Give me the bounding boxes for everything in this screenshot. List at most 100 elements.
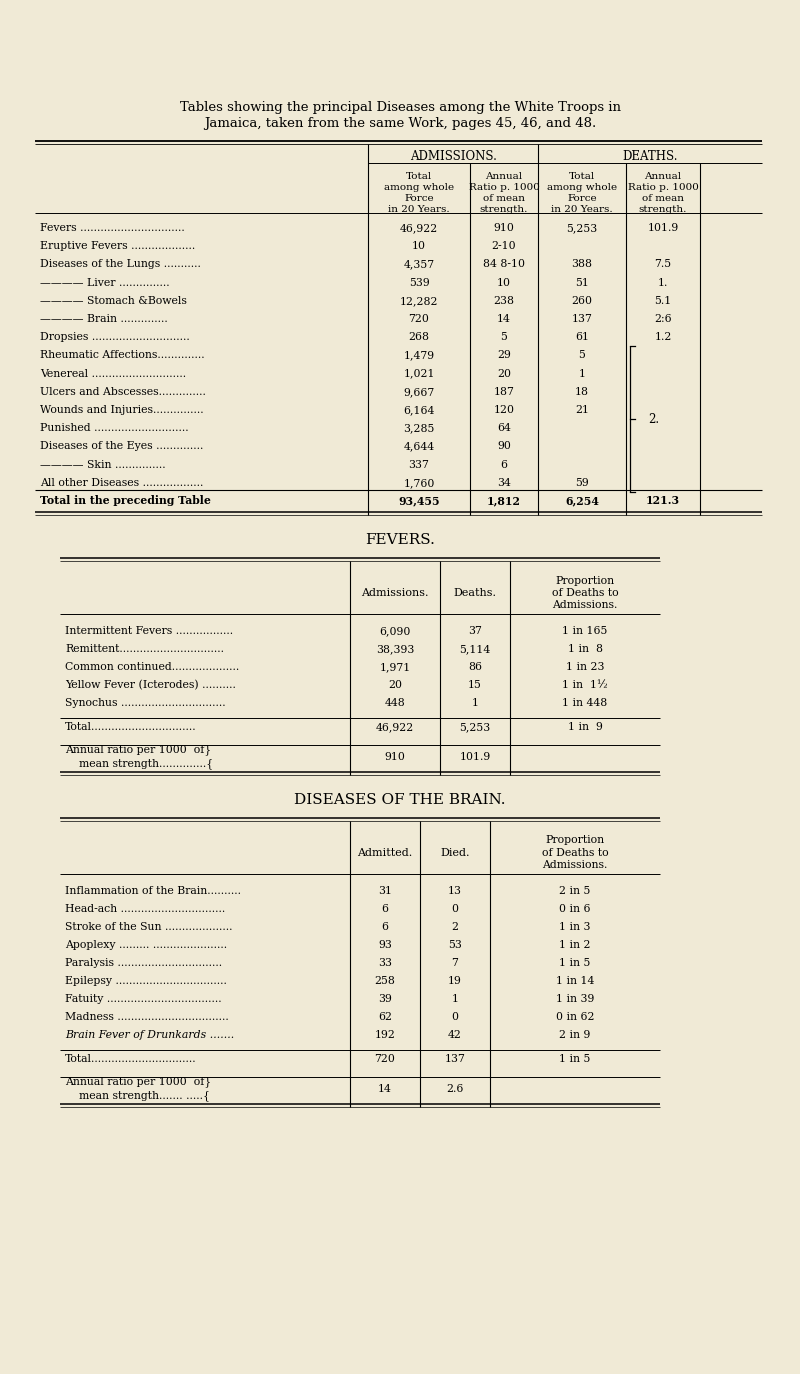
Text: 0 in 62: 0 in 62 bbox=[556, 1011, 594, 1022]
Text: 6,254: 6,254 bbox=[565, 496, 599, 507]
Text: 5,253: 5,253 bbox=[459, 721, 490, 732]
Text: 1 in 2: 1 in 2 bbox=[559, 940, 590, 949]
Text: 6: 6 bbox=[382, 904, 389, 914]
Text: Proportion
of Deaths to
Admissions.: Proportion of Deaths to Admissions. bbox=[552, 576, 618, 610]
Text: 18: 18 bbox=[575, 387, 589, 397]
Text: 9,667: 9,667 bbox=[403, 387, 434, 397]
Text: 33: 33 bbox=[378, 958, 392, 967]
Text: 260: 260 bbox=[571, 295, 593, 306]
Text: 1,812: 1,812 bbox=[487, 496, 521, 507]
Text: 20: 20 bbox=[497, 368, 511, 379]
Text: 1 in 14: 1 in 14 bbox=[556, 976, 594, 985]
Text: 910: 910 bbox=[385, 752, 406, 763]
Text: Fatuity ..................................: Fatuity ................................… bbox=[65, 993, 222, 1004]
Text: Rheumatic Affections..............: Rheumatic Affections.............. bbox=[40, 350, 205, 360]
Text: Admitted.: Admitted. bbox=[358, 848, 413, 857]
Text: 1,021: 1,021 bbox=[403, 368, 434, 379]
Text: 4,357: 4,357 bbox=[403, 260, 434, 269]
Text: 42: 42 bbox=[448, 1029, 462, 1040]
Text: 120: 120 bbox=[494, 405, 514, 415]
Text: 6: 6 bbox=[382, 922, 389, 932]
Text: 2.6: 2.6 bbox=[446, 1084, 464, 1094]
Text: 1.: 1. bbox=[658, 278, 668, 287]
Text: Head-ach ...............................: Head-ach ............................... bbox=[65, 904, 226, 914]
Text: Jamaica, taken from the same Work, pages 45, 46, and 48.: Jamaica, taken from the same Work, pages… bbox=[204, 118, 596, 131]
Text: Madness .................................: Madness ................................… bbox=[65, 1011, 229, 1022]
Text: ———— Liver ...............: ———— Liver ............... bbox=[40, 278, 170, 287]
Text: 5,114: 5,114 bbox=[459, 644, 490, 654]
Text: 448: 448 bbox=[385, 698, 406, 708]
Text: 1: 1 bbox=[578, 368, 586, 379]
Text: Deaths.: Deaths. bbox=[454, 588, 497, 598]
Text: Stroke of the Sun ....................: Stroke of the Sun .................... bbox=[65, 922, 233, 932]
Text: 64: 64 bbox=[497, 423, 511, 433]
Text: Died.: Died. bbox=[440, 848, 470, 857]
Text: 15: 15 bbox=[468, 680, 482, 690]
Text: 61: 61 bbox=[575, 333, 589, 342]
Text: Brain Fever of Drunkards .......: Brain Fever of Drunkards ....... bbox=[65, 1029, 234, 1040]
Text: Annual
Ratio p. 1000
of mean
strength.: Annual Ratio p. 1000 of mean strength. bbox=[469, 172, 539, 214]
Text: Annual ratio per 1000  of}: Annual ratio per 1000 of} bbox=[65, 1076, 211, 1087]
Text: Total
among whole
Force
in 20 Years.: Total among whole Force in 20 Years. bbox=[547, 172, 617, 214]
Text: 1,760: 1,760 bbox=[403, 478, 434, 488]
Text: Apoplexy ......... ......................: Apoplexy ......... .....................… bbox=[65, 940, 227, 949]
Text: 29: 29 bbox=[497, 350, 511, 360]
Text: 6,164: 6,164 bbox=[403, 405, 434, 415]
Text: 46,922: 46,922 bbox=[400, 223, 438, 234]
Text: 93: 93 bbox=[378, 940, 392, 949]
Text: 258: 258 bbox=[374, 976, 395, 985]
Text: 121.3: 121.3 bbox=[646, 496, 680, 507]
Text: 187: 187 bbox=[494, 387, 514, 397]
Text: 62: 62 bbox=[378, 1011, 392, 1022]
Text: 1.2: 1.2 bbox=[654, 333, 672, 342]
Text: 84 8-10: 84 8-10 bbox=[483, 260, 525, 269]
Text: Eruptive Fevers ...................: Eruptive Fevers ................... bbox=[40, 242, 195, 251]
Text: 1 in  8: 1 in 8 bbox=[567, 644, 602, 654]
Text: 1 in 3: 1 in 3 bbox=[559, 922, 590, 932]
Text: 2.: 2. bbox=[648, 412, 659, 426]
Text: 13: 13 bbox=[448, 886, 462, 896]
Text: 37: 37 bbox=[468, 627, 482, 636]
Text: 337: 337 bbox=[409, 459, 430, 470]
Text: ———— Brain ..............: ———— Brain .............. bbox=[40, 315, 168, 324]
Text: 0 in 6: 0 in 6 bbox=[559, 904, 590, 914]
Text: 192: 192 bbox=[374, 1029, 395, 1040]
Text: Annual ratio per 1000  of}: Annual ratio per 1000 of} bbox=[65, 745, 211, 756]
Text: Inflammation of the Brain..........: Inflammation of the Brain.......... bbox=[65, 886, 241, 896]
Text: Tables showing the principal Diseases among the White Troops in: Tables showing the principal Diseases am… bbox=[179, 102, 621, 114]
Text: Total...............................: Total............................... bbox=[65, 1054, 197, 1063]
Text: ———— Skin ...............: ———— Skin ............... bbox=[40, 459, 166, 470]
Text: All other Diseases ..................: All other Diseases .................. bbox=[40, 478, 203, 488]
Text: 59: 59 bbox=[575, 478, 589, 488]
Text: 539: 539 bbox=[409, 278, 430, 287]
Text: 1 in  9: 1 in 9 bbox=[567, 721, 602, 732]
Text: 21: 21 bbox=[575, 405, 589, 415]
Text: 910: 910 bbox=[494, 223, 514, 234]
Text: Proportion
of Deaths to
Admissions.: Proportion of Deaths to Admissions. bbox=[542, 835, 608, 870]
Text: 10: 10 bbox=[497, 278, 511, 287]
Text: 1 in 39: 1 in 39 bbox=[556, 993, 594, 1004]
Text: 268: 268 bbox=[409, 333, 430, 342]
Text: 51: 51 bbox=[575, 278, 589, 287]
Text: 1 in 5: 1 in 5 bbox=[559, 1054, 590, 1063]
Text: 7: 7 bbox=[451, 958, 458, 967]
Text: 101.9: 101.9 bbox=[459, 752, 490, 763]
Text: 101.9: 101.9 bbox=[647, 223, 678, 234]
Text: 1 in 448: 1 in 448 bbox=[562, 698, 608, 708]
Text: 2 in 5: 2 in 5 bbox=[559, 886, 590, 896]
Text: 93,455: 93,455 bbox=[398, 496, 440, 507]
Text: 39: 39 bbox=[378, 993, 392, 1004]
Text: 388: 388 bbox=[571, 260, 593, 269]
Text: Remittent...............................: Remittent............................... bbox=[65, 644, 224, 654]
Text: Common continued....................: Common continued.................... bbox=[65, 662, 239, 672]
Text: 1 in 5: 1 in 5 bbox=[559, 958, 590, 967]
Text: 2 in 9: 2 in 9 bbox=[559, 1029, 590, 1040]
Text: 46,922: 46,922 bbox=[376, 721, 414, 732]
Text: Intermittent Fevers .................: Intermittent Fevers ................. bbox=[65, 627, 233, 636]
Text: 0: 0 bbox=[451, 904, 458, 914]
Text: 1,479: 1,479 bbox=[403, 350, 434, 360]
Text: 5.1: 5.1 bbox=[654, 295, 672, 306]
Text: 720: 720 bbox=[374, 1054, 395, 1063]
Text: 14: 14 bbox=[378, 1084, 392, 1094]
Text: Synochus ...............................: Synochus ............................... bbox=[65, 698, 226, 708]
